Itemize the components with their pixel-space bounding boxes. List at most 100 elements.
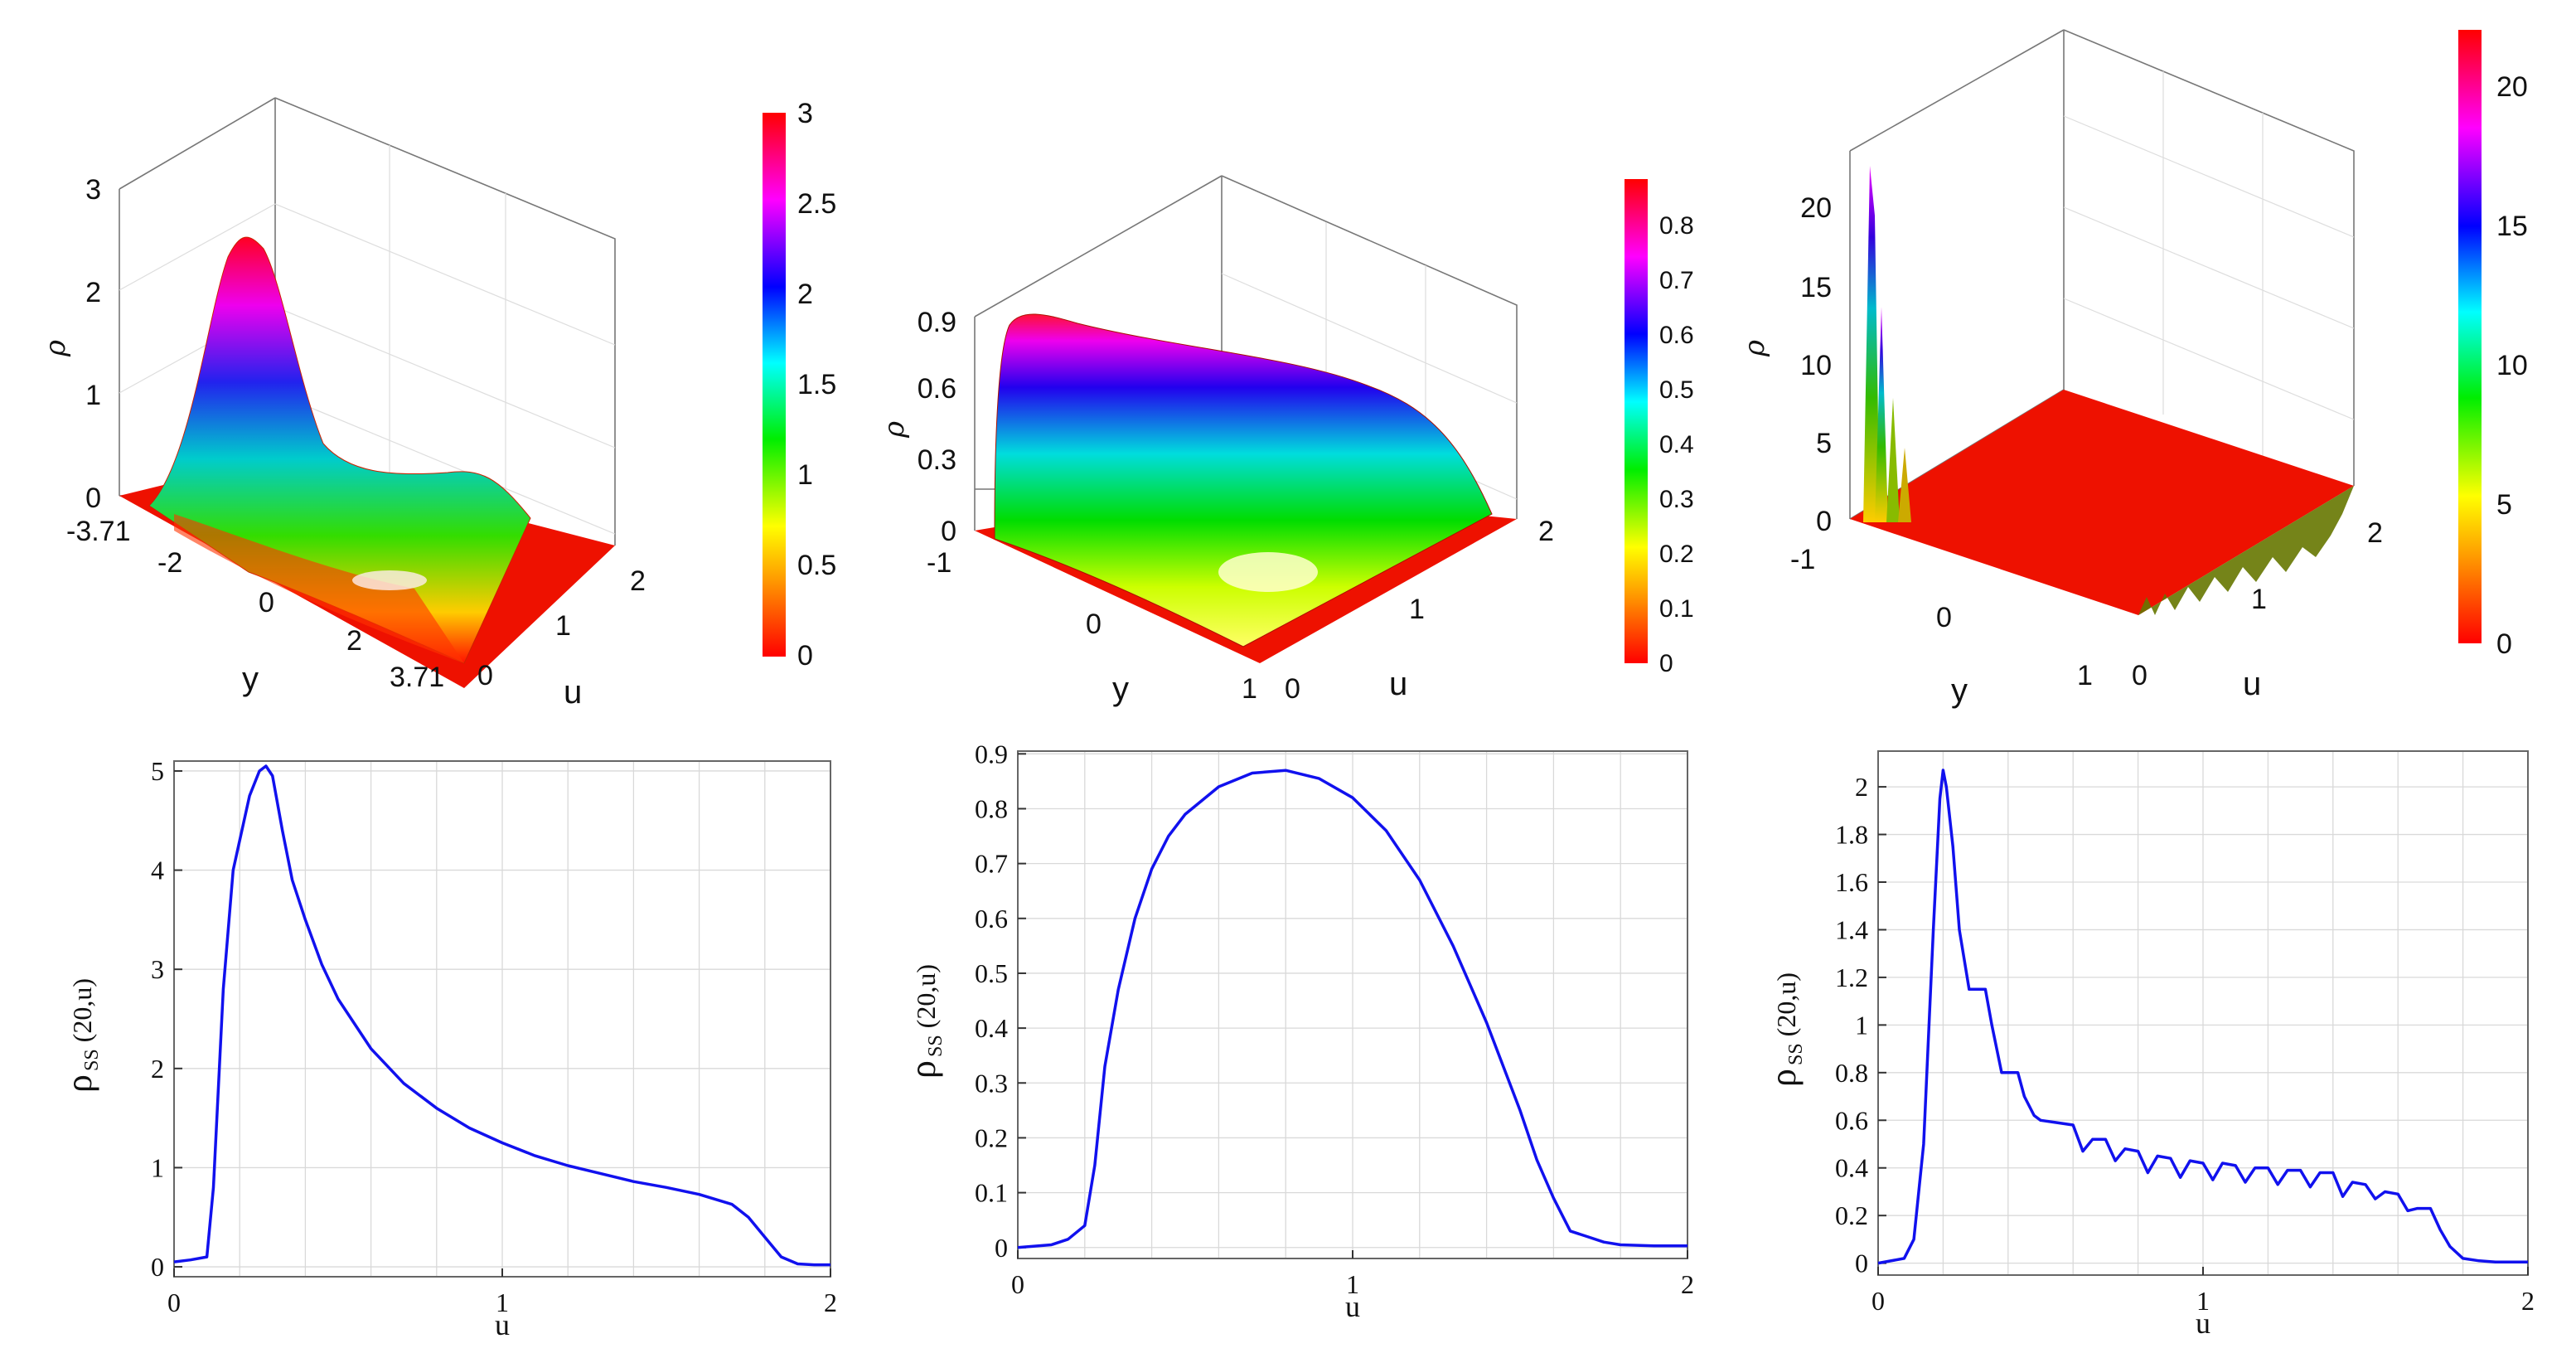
y-tick: -3.71 <box>66 516 131 547</box>
panel-3d-2-ulabel: u <box>1389 666 1407 702</box>
x-tick-label: 0 <box>1011 1269 1024 1299</box>
cbar-tick: 20 <box>2496 71 2528 103</box>
u-tick: 2 <box>630 565 646 597</box>
u-tick: 1 <box>555 610 571 642</box>
cbar-tick: 2.5 <box>797 188 836 220</box>
panel-3d-1-colorbar <box>763 113 786 657</box>
y-tick: 0 <box>259 587 274 618</box>
cbar-tick: 0.3 <box>1659 486 1694 513</box>
y-tick-label: 1.2 <box>1835 963 1868 992</box>
panel-3d-3-z-ticks: 0 5 10 15 20 <box>1800 192 1832 537</box>
y-axis-label: ρ SS (20,u) <box>903 964 947 1079</box>
panel-3d-3-ulabel: u <box>2243 666 2261 702</box>
cbar-tick: 5 <box>2496 489 2512 521</box>
z-tick: 5 <box>1816 428 1832 459</box>
line-chart-1: 0 1 2 3 4 5 0 1 2 u ρ SS (20,u) <box>59 756 837 1341</box>
x-tick-label: 1 <box>2196 1286 2210 1316</box>
x-tick-label: 0 <box>1871 1286 1885 1316</box>
panel-3d-2-cbar-ticks: 0 0.1 0.2 0.3 0.4 0.5 0.6 0.7 0.8 <box>1659 212 1694 677</box>
x-axis-label: u <box>1345 1290 1360 1323</box>
y-tick-label: 0.8 <box>1835 1058 1868 1088</box>
series-line <box>1877 769 2528 1265</box>
y-tick-label: 2 <box>151 1054 164 1084</box>
y-tick: -2 <box>157 547 182 579</box>
panel-3d-3-cbar-ticks: 0 5 10 15 20 <box>2496 71 2528 660</box>
y-axis-label-rho: ρ <box>903 1060 943 1079</box>
cbar-tick: 10 <box>2496 350 2528 381</box>
y-tick-label: 0.9 <box>975 739 1008 769</box>
x-axis-label: u <box>2196 1307 2210 1340</box>
x-tick-label: 2 <box>824 1288 837 1317</box>
x-tick-label: 0 <box>167 1288 181 1317</box>
panel-3d-2-u-ticks: 0 1 2 <box>1285 516 1554 705</box>
panel-3d-1-cbar-ticks: 0 0.5 1 1.5 2 2.5 3 <box>797 98 836 672</box>
panel-3d-1-zlabel: ρ <box>39 340 72 357</box>
cbar-tick: 15 <box>2496 211 2528 242</box>
u-tick: 2 <box>2367 517 2383 549</box>
y-axis-label-args: (20,u) <box>1771 972 1801 1036</box>
panel-3d-3-zlabel: ρ <box>1738 340 1771 357</box>
y-axis-label-args: (20,u) <box>67 978 97 1042</box>
panel-3d-1-y-ticks: -3.71 -2 0 2 3.71 <box>66 516 444 693</box>
y-tick-label: 0.6 <box>975 904 1008 934</box>
cbar-tick: 3 <box>797 98 813 129</box>
panel-3d-3-spike-4 <box>1898 448 1911 522</box>
y-tick-label: 0.2 <box>975 1123 1008 1152</box>
y-tick-label: 4 <box>151 856 164 885</box>
cbar-tick: 0.1 <box>1659 595 1694 623</box>
panel-3d-1-highlight <box>352 570 427 590</box>
y-tick: -1 <box>1790 544 1815 575</box>
y-axis-label: ρ SS (20,u) <box>59 978 103 1093</box>
cbar-tick: 0.5 <box>1659 376 1694 404</box>
y-tick-label: 5 <box>151 756 164 786</box>
panel-3d-2-zlabel: ρ <box>878 421 911 439</box>
panel-3d-1: 0 1 2 3 ρ -3.71 -2 0 2 3.71 0 1 2 y u 0 … <box>39 97 836 710</box>
u-tick: 0 <box>2132 660 2147 691</box>
z-tick: 0 <box>941 516 956 547</box>
cbar-tick: 2 <box>797 279 813 310</box>
y-axis-label-sub: SS <box>1785 1043 1807 1065</box>
z-tick: 20 <box>1800 192 1832 224</box>
z-tick: 0 <box>85 483 101 514</box>
x-tick-label: 1 <box>1346 1269 1359 1299</box>
panel-3d-2-z-ticks: 0 0.3 0.6 0.9 <box>918 307 956 547</box>
x-axis-label: u <box>495 1308 510 1341</box>
y-tick: 2 <box>346 625 362 657</box>
y-tick-label: 0.1 <box>975 1178 1008 1208</box>
y-tick-label: 3 <box>151 954 164 984</box>
u-tick: 1 <box>1409 594 1425 625</box>
y-tick: 3.71 <box>390 662 444 693</box>
y-tick-label: 0.4 <box>975 1013 1008 1043</box>
panel-3d-2: 0 0.3 0.6 0.9 ρ -1 0 1 0 1 2 y u 0 0.1 0… <box>878 175 1694 707</box>
panel-3d-1-ulabel: u <box>564 674 582 710</box>
panel-3d-3-spike-main <box>1863 166 1880 522</box>
y-tick-label: 2 <box>1855 772 1868 802</box>
panel-3d-3-spike-3 <box>1886 398 1900 522</box>
panel-3d-1-xlabel: y <box>242 661 259 697</box>
u-tick: 1 <box>2251 584 2267 615</box>
panel-3d-3-floor <box>1850 390 2354 615</box>
y-tick-label: 0 <box>151 1252 164 1282</box>
x-tick-label: 1 <box>496 1288 509 1317</box>
cbar-tick: 0 <box>1659 650 1673 677</box>
y-tick-label: 1.8 <box>1835 820 1868 850</box>
series-line <box>1017 769 1687 1249</box>
cbar-tick: 0.8 <box>1659 212 1694 240</box>
panel-3d-3-colorbar <box>2458 30 2482 643</box>
panel-3d-2-colorbar <box>1625 179 1648 663</box>
y-tick: 0 <box>1086 609 1102 640</box>
u-tick: 0 <box>1285 673 1300 705</box>
y-tick-label: 1.4 <box>1835 914 1868 944</box>
panel-3d-2-surface <box>994 313 1493 647</box>
y-tick-label: 0.8 <box>975 793 1008 823</box>
y-tick: 0 <box>1936 602 1952 633</box>
cbar-tick: 0.7 <box>1659 267 1694 294</box>
cbar-tick: 0 <box>2496 628 2512 660</box>
y-tick-label: 0.7 <box>975 849 1008 879</box>
panel-3d-3-y-ticks: -1 0 1 <box>1790 544 2093 691</box>
y-tick-label: 1.6 <box>1835 867 1868 897</box>
y-axis-label-rho: ρ <box>59 1074 99 1093</box>
line-chart-2: 0 0.1 0.2 0.3 0.4 0.5 0.6 0.7 0.8 0.9 0 1 2 u ρ SS (20,u… <box>903 739 1694 1323</box>
z-tick: 0 <box>1816 506 1832 537</box>
